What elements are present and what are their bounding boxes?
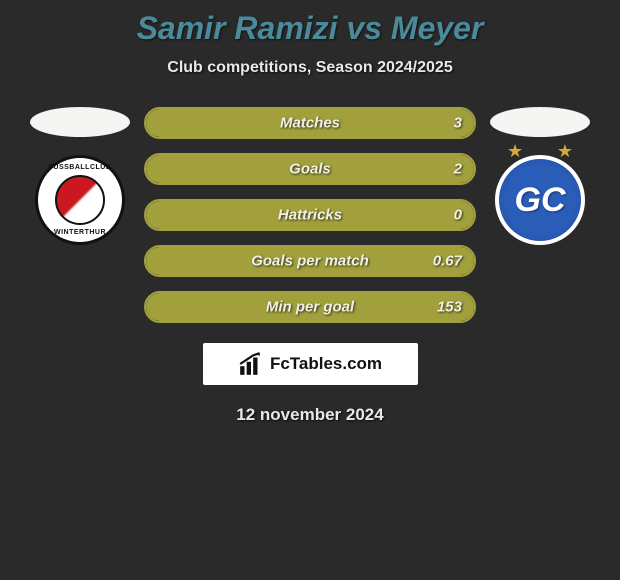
crest-letters: GC: [515, 181, 566, 220]
stat-bar-value-right: 0: [454, 207, 462, 224]
left-team-crest: FUSSBALLCLUB WINTERTHUR: [35, 155, 125, 245]
stat-bars-container: Matches 3 Goals 2 Hattricks 0 Goals per match 0…: [140, 107, 480, 323]
stat-bar-label: Min per goal: [266, 299, 354, 316]
stat-bar: Goals 2: [144, 153, 476, 185]
stat-bar: Matches 3: [144, 107, 476, 139]
right-team-crest: ★★ GC: [495, 155, 585, 245]
bar-chart-icon: [238, 351, 264, 377]
stat-bar: Goals per match 0.67: [144, 245, 476, 277]
stat-bar: Hattricks 0: [144, 199, 476, 231]
stat-bar: Min per goal 153: [144, 291, 476, 323]
stat-bar-label: Hattricks: [278, 207, 342, 224]
brand-text: FcTables.com: [270, 354, 382, 374]
stat-bar-label: Matches: [280, 115, 340, 132]
crest-inner-icon: [55, 175, 105, 225]
brand-badge[interactable]: FcTables.com: [203, 343, 418, 385]
crest-stars-icon: ★★: [499, 141, 581, 162]
stat-bar-label: Goals per match: [251, 253, 369, 270]
right-team-column: ★★ GC: [480, 107, 600, 245]
stat-bar-value-right: 0.67: [433, 253, 462, 270]
crest-text-top: FUSSBALLCLUB: [38, 164, 122, 171]
snapshot-date: 12 november 2024: [0, 405, 620, 425]
left-team-column: FUSSBALLCLUB WINTERTHUR: [20, 107, 140, 245]
comparison-panel: FUSSBALLCLUB WINTERTHUR Matches 3 Goals 2 Ha…: [0, 107, 620, 323]
right-player-silhouette: [490, 107, 590, 137]
stat-bar-value-right: 2: [454, 161, 462, 178]
page-title: Samir Ramizi vs Meyer: [0, 0, 620, 47]
left-player-silhouette: [30, 107, 130, 137]
stat-bar-label: Goals: [289, 161, 331, 178]
crest-text-bottom: WINTERTHUR: [38, 229, 122, 236]
stat-bar-value-right: 3: [454, 115, 462, 132]
page-subtitle: Club competitions, Season 2024/2025: [0, 59, 620, 77]
stat-bar-value-right: 153: [437, 299, 462, 316]
